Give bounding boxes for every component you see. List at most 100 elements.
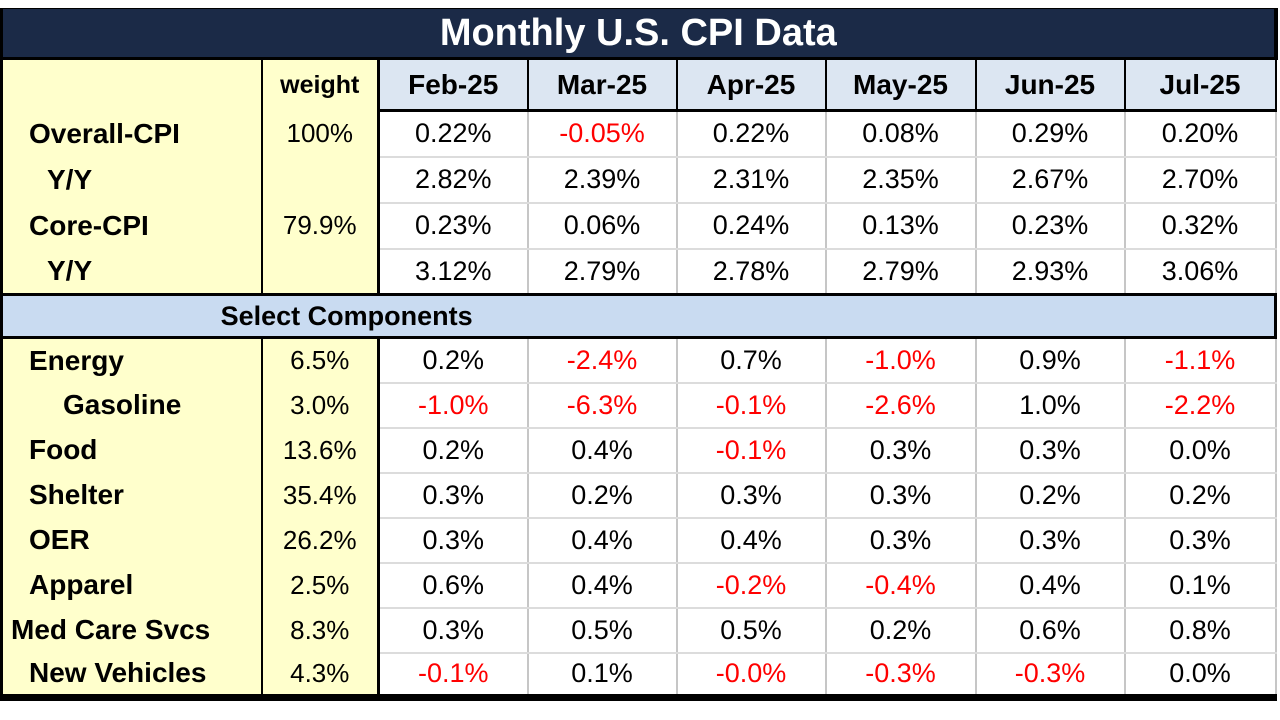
weight-cell: 2.5% (261, 562, 380, 608)
value-cell: 0.6% (378, 562, 529, 609)
table-row: Y/Y 2.82% 2.39% 2.31% 2.35% 2.67% 2.70% (1, 156, 1277, 204)
value-cell: 0.24% (676, 202, 827, 250)
table-row: Food 13.6% 0.2% 0.4% -0.1% 0.3% 0.3% 0.0% (1, 427, 1277, 474)
value-cell: 0.4% (975, 562, 1126, 609)
value-cell: 0.06% (527, 202, 678, 250)
weight-column-header: weight (261, 58, 380, 111)
value-cell: 0.4% (676, 517, 827, 564)
weight-cell (261, 248, 380, 295)
table-row: Shelter 35.4% 0.3% 0.2% 0.3% 0.3% 0.2% 0.2% (1, 472, 1277, 519)
value-cell: 0.22% (378, 110, 529, 158)
value-cell: 0.2% (825, 607, 977, 654)
value-cell: -2.6% (825, 382, 977, 429)
value-cell: 0.3% (676, 472, 827, 519)
row-label: Core-CPI (1, 202, 263, 249)
value-cell: 2.79% (825, 248, 977, 296)
value-cell: -0.3% (825, 652, 977, 699)
value-cell: 0.1% (1124, 562, 1277, 609)
value-cell: 0.22% (676, 110, 827, 158)
row-label: Y/Y (1, 248, 263, 295)
value-cell: 2.79% (527, 248, 678, 296)
value-cell: 2.39% (527, 156, 678, 204)
value-cell: 0.2% (1124, 472, 1277, 519)
value-cell: 0.3% (975, 427, 1126, 474)
value-cell: 0.4% (527, 562, 678, 609)
column-header-row: weight Feb-25 Mar-25 Apr-25 May-25 Jun-25 Jul… (1, 58, 1277, 112)
row-label: Food (1, 427, 263, 473)
value-cell: 0.0% (1124, 652, 1277, 699)
value-cell: 0.23% (975, 202, 1126, 250)
row-label: Med Care Svcs (1, 607, 263, 653)
section-header-row: Select Components (1, 293, 1278, 339)
value-cell: 0.2% (975, 472, 1126, 519)
section-header-label: Select Components (220, 300, 473, 331)
row-label: Shelter (1, 472, 263, 518)
value-cell: 0.3% (378, 607, 529, 654)
value-cell: 2.31% (676, 156, 827, 204)
weight-cell: 13.6% (261, 427, 380, 473)
value-cell: -1.0% (825, 337, 977, 384)
value-cell: 0.9% (975, 337, 1126, 384)
value-cell: 0.0% (1124, 427, 1277, 474)
table-row: Energy 6.5% 0.2% -2.4% 0.7% -1.0% 0.9% -1.1% (1, 337, 1277, 384)
cpi-table-container: Monthly U.S. CPI Data weight Feb-25 Mar-2… (0, 8, 1278, 701)
value-cell: 0.4% (527, 427, 678, 474)
value-cell: -0.1% (676, 427, 827, 474)
value-cell: 0.2% (378, 427, 529, 474)
row-label: OER (1, 517, 263, 563)
table-row: OER 26.2% 0.3% 0.4% 0.4% 0.3% 0.3% 0.3% (1, 517, 1277, 564)
value-cell: 2.35% (825, 156, 977, 204)
value-cell: 0.5% (527, 607, 678, 654)
value-cell: 0.6% (975, 607, 1126, 654)
value-cell: -0.3% (975, 652, 1126, 699)
value-cell: 0.13% (825, 202, 977, 250)
value-cell: 2.70% (1124, 156, 1277, 204)
column-header-mar-25: Mar-25 (526, 58, 678, 112)
table-row: Gasoline 3.0% -1.0% -6.3% -0.1% -2.6% 1.0% -2.2… (1, 382, 1277, 429)
value-cell: -0.2% (676, 562, 827, 609)
value-cell: 1.0% (975, 382, 1126, 429)
table-row: New Vehicles 4.3% -0.1% 0.1% -0.0% -0.3% -0.3%… (1, 652, 1277, 699)
value-cell: 0.5% (676, 607, 827, 654)
weight-cell: 3.0% (261, 382, 380, 428)
value-cell: 2.93% (975, 248, 1126, 296)
value-cell: 0.4% (527, 517, 678, 564)
weight-cell: 35.4% (261, 472, 380, 518)
column-header-feb-25: Feb-25 (377, 58, 529, 112)
weight-cell: 6.5% (261, 337, 380, 383)
value-cell: 0.7% (676, 337, 827, 384)
column-header-jul-25: Jul-25 (1123, 58, 1277, 112)
value-cell: 0.3% (1124, 517, 1277, 564)
column-header-apr-25: Apr-25 (675, 58, 827, 112)
value-cell: 2.78% (676, 248, 827, 296)
value-cell: 3.12% (378, 248, 529, 296)
value-cell: -0.4% (825, 562, 977, 609)
column-header-may-25: May-25 (824, 58, 977, 112)
table-row: Y/Y 3.12% 2.79% 2.78% 2.79% 2.93% 3.06% (1, 248, 1277, 296)
value-cell: 0.1% (527, 652, 678, 699)
value-cell: 0.8% (1124, 607, 1277, 654)
value-cell: 2.67% (975, 156, 1126, 204)
value-cell: -2.2% (1124, 382, 1277, 429)
weight-cell: 26.2% (261, 517, 380, 563)
value-cell: 0.3% (378, 517, 529, 564)
value-cell: 0.3% (975, 517, 1126, 564)
value-cell: 0.3% (825, 517, 977, 564)
weight-cell: 8.3% (261, 607, 380, 653)
table-row: Apparel 2.5% 0.6% 0.4% -0.2% -0.4% 0.4% 0.1% (1, 562, 1277, 609)
row-label: New Vehicles (1, 652, 263, 698)
table-row: Overall-CPI 100% 0.22% -0.05% 0.22% 0.08% 0.29… (1, 110, 1277, 158)
value-cell: 2.82% (378, 156, 529, 204)
value-cell: 3.06% (1124, 248, 1277, 296)
value-cell: 0.2% (378, 337, 529, 384)
value-cell: 0.3% (378, 472, 529, 519)
row-label-header-cell (1, 58, 263, 111)
cpi-data-table: Monthly U.S. CPI Data weight Feb-25 Mar-2… (0, 8, 1278, 701)
weight-cell (261, 156, 380, 203)
row-label: Apparel (1, 562, 263, 608)
value-cell: 0.29% (975, 110, 1126, 158)
row-label: Overall-CPI (1, 110, 263, 157)
value-cell: 0.3% (825, 472, 977, 519)
row-label: Y/Y (1, 156, 263, 203)
value-cell: 0.32% (1124, 202, 1277, 250)
